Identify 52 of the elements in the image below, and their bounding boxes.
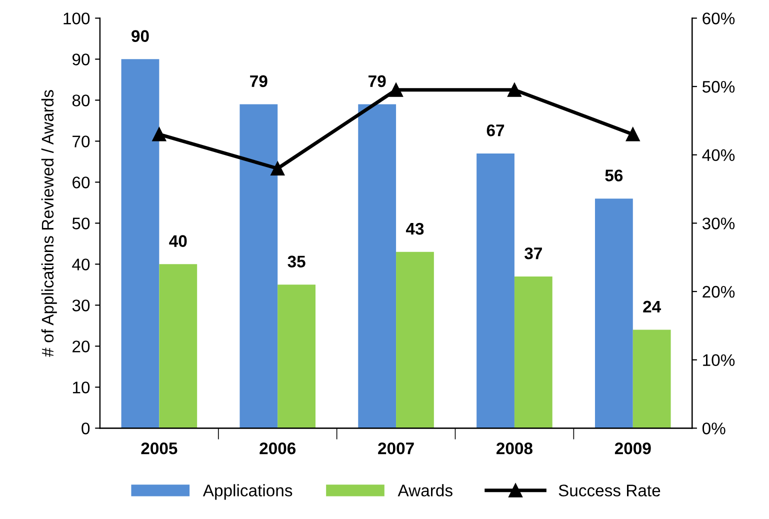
- y-tick-label: 80: [72, 94, 90, 106]
- data-label: 35: [288, 256, 306, 268]
- point: [152, 127, 166, 142]
- data-label: 37: [524, 247, 542, 260]
- bar: [240, 104, 278, 428]
- y2-tick-label: 10%: [703, 354, 735, 366]
- y-tick-label: 0: [82, 422, 90, 434]
- y2-tick-label: 30%: [702, 218, 735, 230]
- point: [626, 127, 640, 142]
- data-label: 43: [406, 222, 424, 235]
- bar: [159, 264, 198, 428]
- bar: [121, 59, 160, 428]
- legend-label: Success Rate: [558, 484, 660, 496]
- point: [389, 82, 403, 97]
- bar: [594, 198, 633, 428]
- bar: [358, 104, 396, 428]
- y-tick-label: 50: [72, 218, 90, 230]
- x-tick-label: 2009: [614, 442, 651, 454]
- bar: [632, 330, 671, 428]
- bar: [514, 276, 552, 428]
- y-tick-label: 100: [64, 12, 90, 24]
- x-tick-label: 2007: [378, 442, 414, 454]
- y-tick-label: 70: [72, 136, 90, 148]
- y-tick-label: 60: [72, 176, 90, 188]
- data-label: 40: [169, 235, 187, 247]
- data-label: 56: [605, 170, 623, 182]
- y2-tick-label: 50%: [702, 80, 735, 93]
- data-label: 67: [486, 124, 504, 136]
- legend-label: Awards: [398, 484, 452, 496]
- y-tick-label: 30: [72, 300, 90, 312]
- y2-tick-label: 0%: [702, 422, 726, 434]
- legend-label: Applications: [202, 484, 292, 500]
- point: [508, 82, 522, 97]
- y-tick-label: 20: [72, 340, 90, 352]
- y-tick-label: 90: [72, 54, 90, 66]
- x-tick-label: 2006: [260, 442, 296, 454]
- y2-tick-label: 60%: [702, 12, 735, 24]
- y-tick-label: 40: [72, 258, 90, 270]
- y2-tick-label: 40%: [702, 149, 735, 162]
- y2-tick-label: 20%: [702, 286, 735, 298]
- bar: [476, 153, 514, 428]
- y-axis-title: # of Applications Reviewed / Awards: [41, 90, 57, 357]
- data-label: 79: [250, 75, 268, 88]
- data-label: 24: [643, 300, 662, 312]
- bar: [396, 252, 434, 428]
- x-tick-label: 2008: [496, 442, 532, 454]
- x-tick-label: 2005: [141, 442, 178, 454]
- y-tick-label: 10: [72, 382, 90, 394]
- data-label: 90: [132, 30, 149, 42]
- bar: [278, 284, 316, 428]
- point: [270, 162, 285, 176]
- data-label: 79: [368, 75, 386, 88]
